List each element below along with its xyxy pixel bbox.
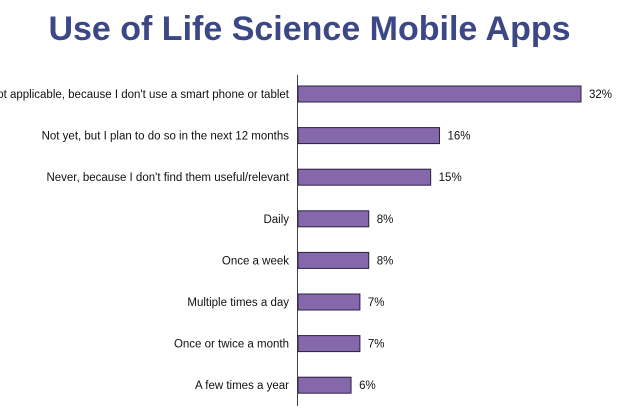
value-label: 32% (589, 89, 612, 101)
category-label: Not yet, but I plan to do so in the next… (42, 131, 290, 143)
value-label: 7% (368, 339, 385, 351)
value-label: 15% (439, 172, 462, 184)
value-label: 8% (377, 255, 394, 267)
bar (297, 335, 361, 353)
category-label: Daily (263, 214, 289, 226)
category-label: Once a week (222, 255, 289, 267)
bar (297, 376, 352, 394)
bar (297, 85, 582, 103)
category-label: Once or twice a month (174, 339, 289, 351)
value-label: 16% (448, 131, 471, 143)
bar (297, 251, 370, 269)
bar (297, 210, 370, 228)
category-label: Not applicable, because I don't use a sm… (0, 89, 290, 101)
bar (297, 293, 361, 311)
value-label: 7% (368, 297, 385, 309)
category-label: Never, because I don't find them useful/… (46, 172, 289, 184)
chart-title: Use of Life Science Mobile Apps (48, 10, 571, 48)
value-label: 8% (377, 214, 394, 226)
bar (297, 127, 440, 145)
value-label: 6% (359, 380, 376, 392)
category-label: Multiple times a day (187, 297, 289, 309)
bar (297, 168, 432, 186)
category-label: A few times a year (195, 380, 289, 392)
